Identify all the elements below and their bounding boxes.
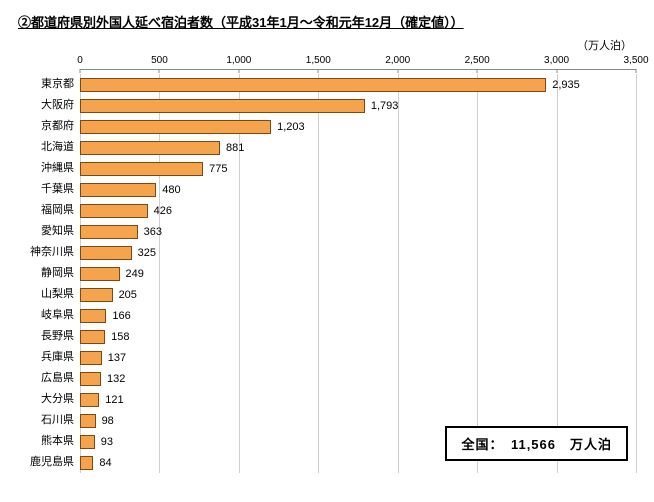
bar: [80, 288, 113, 302]
bar-row: 363: [80, 221, 636, 242]
y-label: 京都府: [18, 116, 80, 137]
x-tick: 1,000: [226, 55, 251, 66]
bar: [80, 456, 93, 470]
bar: [80, 267, 120, 281]
y-label: 沖縄県: [18, 158, 80, 179]
bar: [80, 78, 546, 92]
y-axis-labels: 東京都大阪府京都府北海道沖縄県千葉県福岡県愛知県神奈川県静岡県山梨県岐阜県長野県…: [18, 74, 80, 473]
y-label: 長野県: [18, 326, 80, 347]
bar-row: 121: [80, 389, 636, 410]
bar-value: 1,203: [277, 121, 305, 133]
y-label: 鹿児島県: [18, 452, 80, 473]
total-box: 全国： 11,566 万人泊: [445, 426, 628, 461]
bar-value: 480: [162, 184, 180, 196]
bar-value: 205: [119, 289, 137, 301]
chart-title: ②都道府県別外国人延べ宿泊者数（平成31年1月～令和元年12月（確定値））: [18, 12, 636, 31]
x-tick: 3,500: [623, 55, 648, 66]
bar: [80, 414, 96, 428]
x-axis: 05001,0001,5002,0002,5003,0003,500: [18, 55, 636, 70]
y-label: 千葉県: [18, 179, 80, 200]
bar: [80, 141, 220, 155]
bar: [80, 183, 156, 197]
bar-value: 1,793: [371, 100, 399, 112]
bar-value: 98: [102, 415, 114, 427]
bar: [80, 99, 365, 113]
bar-row: 325: [80, 242, 636, 263]
x-tick: 500: [151, 55, 168, 66]
y-label: 北海道: [18, 137, 80, 158]
bar: [80, 162, 203, 176]
y-label: 石川県: [18, 410, 80, 431]
y-label: 岐阜県: [18, 305, 80, 326]
y-label: 愛知県: [18, 221, 80, 242]
bar: [80, 120, 271, 134]
y-label: 熊本県: [18, 431, 80, 452]
bar: [80, 435, 95, 449]
x-tick: 1,500: [306, 55, 331, 66]
bar-value: 132: [107, 373, 125, 385]
bar-value: 84: [99, 457, 111, 469]
bar-row: 2,935: [80, 74, 636, 95]
unit-label: （万人泊）: [18, 37, 636, 53]
bar: [80, 204, 148, 218]
bar-value: 2,935: [552, 79, 580, 91]
bar-row: 1,793: [80, 95, 636, 116]
bar-row: 1,203: [80, 116, 636, 137]
bar-row: 205: [80, 284, 636, 305]
bar: [80, 309, 106, 323]
y-label: 神奈川県: [18, 242, 80, 263]
y-label: 静岡県: [18, 263, 80, 284]
y-label: 大阪府: [18, 95, 80, 116]
bar: [80, 225, 138, 239]
bar-value: 158: [111, 331, 129, 343]
bar-row: 137: [80, 347, 636, 368]
bar: [80, 393, 99, 407]
bar-value: 166: [112, 310, 130, 322]
y-label: 福岡県: [18, 200, 80, 221]
bar-row: 166: [80, 305, 636, 326]
bar-row: 881: [80, 137, 636, 158]
y-label: 大分県: [18, 389, 80, 410]
y-label: 東京都: [18, 74, 80, 95]
y-label: 山梨県: [18, 284, 80, 305]
y-label: 兵庫県: [18, 347, 80, 368]
bar-value: 325: [138, 247, 156, 259]
bar-row: 775: [80, 158, 636, 179]
bar-value: 881: [226, 142, 244, 154]
x-tick: 2,000: [385, 55, 410, 66]
bar: [80, 372, 101, 386]
bar-value: 775: [209, 163, 227, 175]
bar-value: 426: [154, 205, 172, 217]
y-label: 広島県: [18, 368, 80, 389]
bar-row: 158: [80, 326, 636, 347]
bar-row: 249: [80, 263, 636, 284]
bar-row: 480: [80, 179, 636, 200]
bar: [80, 351, 102, 365]
bar-row: 132: [80, 368, 636, 389]
bar-value: 249: [126, 268, 144, 280]
bar-row: 426: [80, 200, 636, 221]
plot-area: 2,935 1,793 1,203 881 775 480 426 363 325 249 205 1…: [80, 74, 636, 473]
bar-value: 363: [144, 226, 162, 238]
x-tick: 0: [77, 55, 83, 66]
bar-value: 93: [101, 436, 113, 448]
chart: 05001,0001,5002,0002,5003,0003,500 東京都大阪…: [18, 55, 636, 473]
x-tick: 3,000: [544, 55, 569, 66]
bar-value: 121: [105, 394, 123, 406]
bar: [80, 246, 132, 260]
bar-value: 137: [108, 352, 126, 364]
bar: [80, 330, 105, 344]
x-tick: 2,500: [465, 55, 490, 66]
